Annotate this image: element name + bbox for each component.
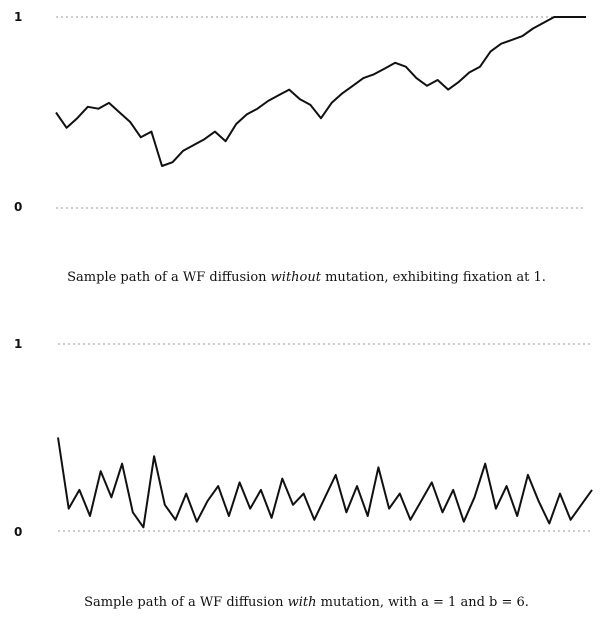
- caption-text-after: mutation, with a = 1 and b = 6.: [316, 595, 529, 610]
- caption-emphasis: without: [270, 270, 321, 285]
- caption-text-after: mutation, exhibiting fixation at 1.: [320, 270, 546, 285]
- caption-text-before: Sample path of a WF diffusion: [67, 270, 271, 285]
- y-tick-label-1: 1: [14, 337, 23, 351]
- caption-text-before: Sample path of a WF diffusion: [84, 595, 288, 610]
- y-tick-label-0: 0: [14, 525, 23, 539]
- chart-panel-no-mutation: 1 0 Sample path of a WF diffusion withou…: [0, 0, 613, 300]
- y-tick-label-1: 1: [14, 10, 23, 24]
- sample-path-line: [57, 437, 593, 529]
- chart-plot-area: [55, 16, 586, 209]
- y-tick-label-0: 0: [14, 200, 23, 214]
- chart-plot-area: [57, 343, 593, 532]
- chart-panel-with-mutation: 1 0 Sample path of a WF diffusion with m…: [0, 325, 613, 640]
- chart-caption: Sample path of a WF diffusion with mutat…: [0, 595, 613, 610]
- chart-caption: Sample path of a WF diffusion without mu…: [0, 270, 613, 285]
- sample-path-line: [55, 16, 586, 167]
- caption-emphasis: with: [287, 595, 317, 610]
